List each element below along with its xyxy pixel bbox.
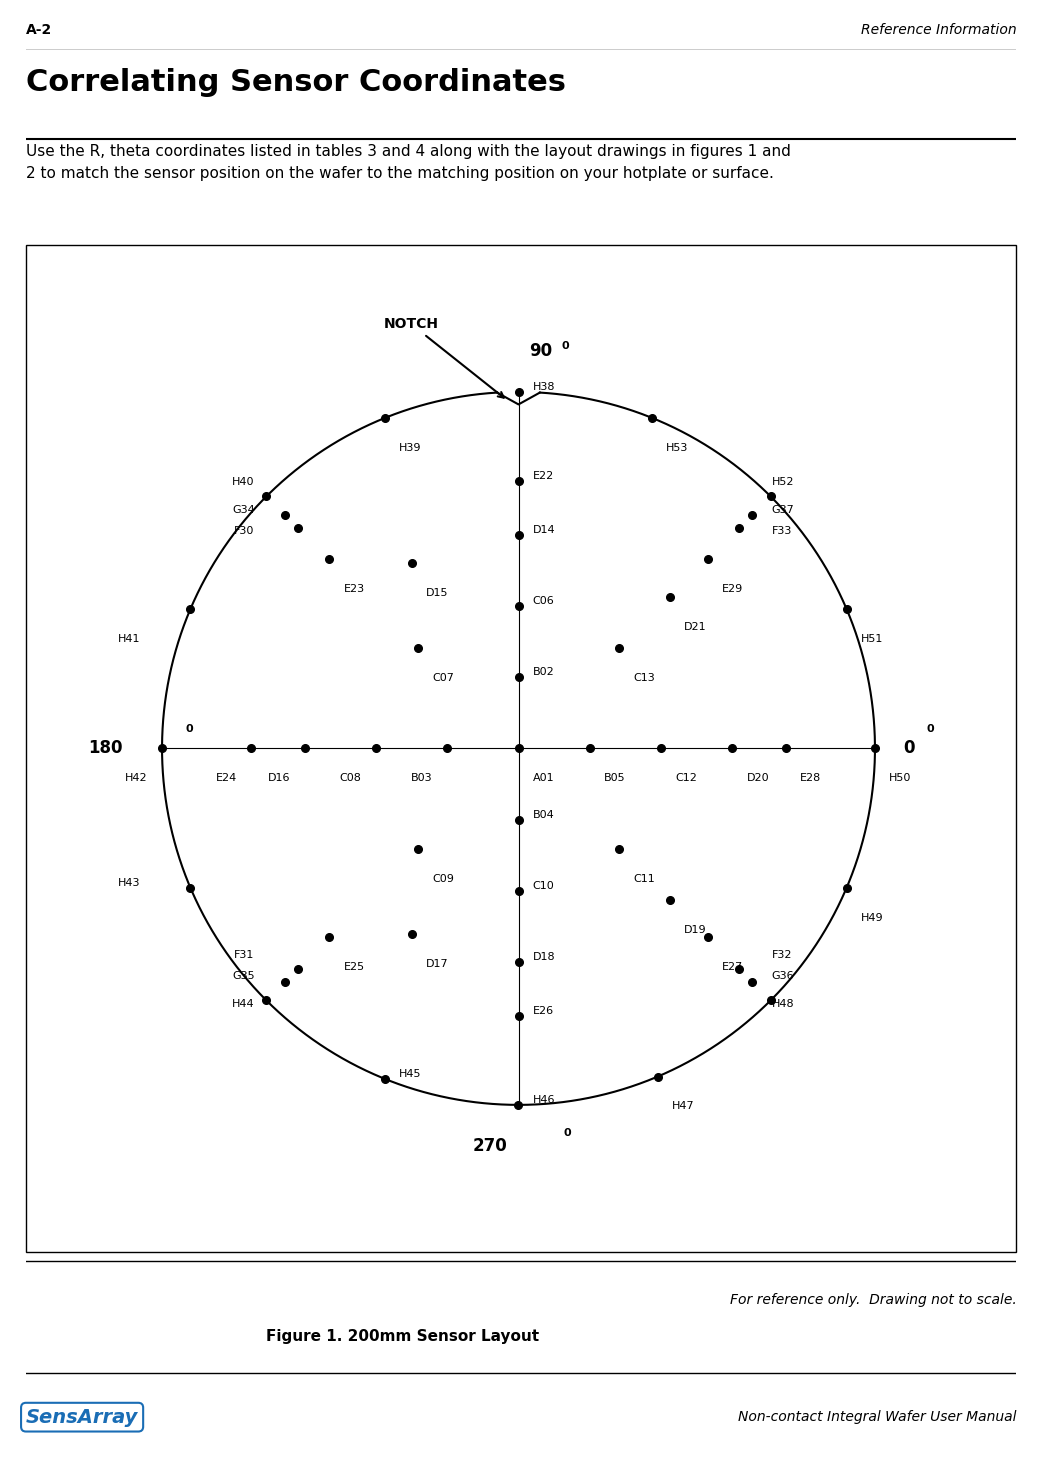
- Text: H46: H46: [533, 1095, 555, 1106]
- Text: 0: 0: [186, 723, 193, 734]
- Text: 180: 180: [88, 740, 122, 757]
- Text: E28: E28: [801, 774, 821, 784]
- Text: B04: B04: [533, 809, 555, 820]
- Text: E25: E25: [343, 962, 365, 972]
- Text: H48: H48: [772, 999, 794, 1009]
- Text: C10: C10: [533, 880, 555, 891]
- Text: NOTCH: NOTCH: [384, 317, 504, 397]
- Text: E29: E29: [722, 584, 744, 594]
- Text: H43: H43: [118, 877, 140, 888]
- Text: D21: D21: [684, 622, 706, 633]
- Text: H51: H51: [861, 634, 884, 645]
- Text: D16: D16: [268, 774, 290, 784]
- Text: D14: D14: [533, 525, 556, 535]
- Text: B03: B03: [412, 774, 433, 784]
- Text: 0: 0: [927, 723, 934, 734]
- Text: A-2: A-2: [26, 22, 52, 37]
- Text: A01: A01: [533, 774, 555, 784]
- Text: B05: B05: [604, 774, 625, 784]
- Text: E24: E24: [216, 774, 236, 784]
- Text: C09: C09: [432, 874, 454, 885]
- Text: H38: H38: [533, 382, 555, 391]
- Text: D20: D20: [747, 774, 769, 784]
- Text: C08: C08: [340, 774, 362, 784]
- Text: 270: 270: [473, 1137, 508, 1154]
- Text: D17: D17: [426, 959, 448, 969]
- Text: F31: F31: [234, 950, 255, 960]
- Text: C07: C07: [432, 673, 454, 683]
- Text: H44: H44: [232, 999, 255, 1009]
- Text: SensArray: SensArray: [26, 1408, 138, 1427]
- Text: G35: G35: [232, 971, 255, 981]
- Text: C11: C11: [634, 874, 655, 885]
- Text: H52: H52: [772, 477, 794, 488]
- Text: H45: H45: [399, 1069, 422, 1079]
- Text: F32: F32: [772, 950, 792, 960]
- Text: E27: E27: [722, 962, 744, 972]
- Text: F33: F33: [772, 526, 792, 536]
- Text: H42: H42: [125, 774, 147, 784]
- Text: H41: H41: [118, 634, 140, 645]
- Text: Non-contact Integral Wafer User Manual: Non-contact Integral Wafer User Manual: [737, 1411, 1016, 1424]
- Text: G34: G34: [232, 505, 255, 514]
- Text: H47: H47: [672, 1101, 695, 1112]
- Text: Figure 1. 200mm Sensor Layout: Figure 1. 200mm Sensor Layout: [265, 1329, 539, 1344]
- Text: H49: H49: [861, 913, 884, 923]
- Text: H53: H53: [667, 443, 689, 453]
- Text: F30: F30: [234, 526, 255, 536]
- Text: 0: 0: [903, 740, 915, 757]
- Text: E26: E26: [533, 1006, 554, 1015]
- Text: C06: C06: [533, 596, 555, 606]
- Text: Reference Information: Reference Information: [861, 22, 1016, 37]
- Text: D19: D19: [684, 925, 706, 935]
- Text: 0: 0: [563, 1128, 570, 1138]
- Text: C12: C12: [675, 774, 697, 784]
- Text: For reference only.  Drawing not to scale.: For reference only. Drawing not to scale…: [729, 1294, 1016, 1307]
- Text: Correlating Sensor Coordinates: Correlating Sensor Coordinates: [26, 68, 566, 96]
- Text: D15: D15: [426, 588, 448, 599]
- Text: E22: E22: [533, 471, 554, 482]
- Text: H50: H50: [890, 774, 912, 784]
- Text: B02: B02: [533, 667, 555, 677]
- Text: Use the R, theta coordinates listed in tables 3 and 4 along with the layout draw: Use the R, theta coordinates listed in t…: [26, 144, 791, 181]
- Text: E23: E23: [343, 584, 365, 594]
- Text: H40: H40: [232, 477, 255, 488]
- Text: H39: H39: [399, 443, 422, 453]
- Text: G37: G37: [772, 505, 794, 514]
- Text: D18: D18: [533, 953, 556, 962]
- Text: G36: G36: [772, 971, 794, 981]
- Text: 90: 90: [529, 342, 553, 360]
- Text: C13: C13: [634, 673, 655, 683]
- Text: 0: 0: [561, 341, 569, 351]
